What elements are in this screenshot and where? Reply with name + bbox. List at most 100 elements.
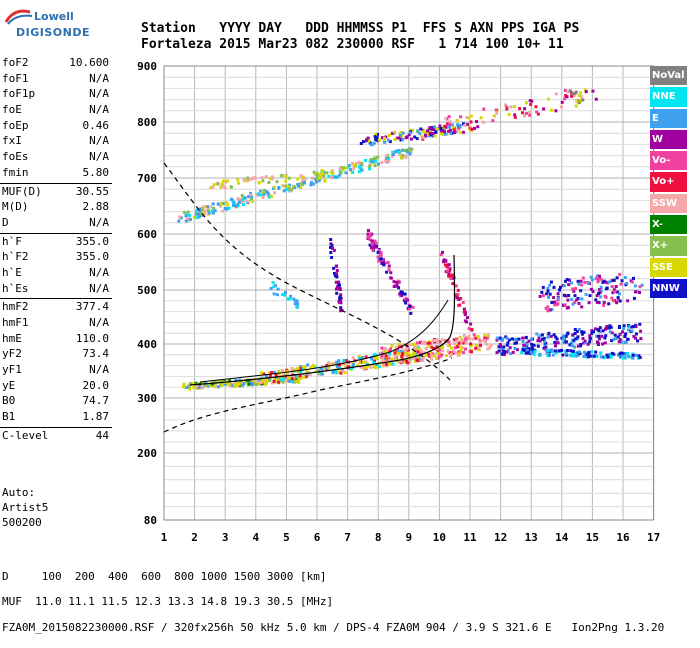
- echo-point: [548, 292, 552, 296]
- echo-point: [597, 292, 600, 296]
- echo-point: [502, 345, 506, 349]
- echo-point: [586, 355, 590, 359]
- echo-point: [198, 212, 202, 216]
- echo-point: [459, 297, 462, 300]
- x-tick-label: 17: [647, 531, 660, 544]
- echo-point: [451, 276, 455, 280]
- echo-point: [226, 203, 230, 207]
- echo-point: [590, 331, 594, 335]
- echo-point: [231, 200, 235, 204]
- echo-point: [373, 356, 377, 360]
- param-label: fxI: [2, 134, 22, 148]
- echo-point: [573, 300, 577, 304]
- echo-point: [401, 350, 405, 354]
- echo-point: [404, 155, 408, 159]
- echo-point: [421, 129, 425, 133]
- echo-point: [455, 128, 459, 132]
- echo-point: [598, 274, 601, 278]
- echo-point: [618, 332, 622, 336]
- echo-point: [412, 346, 416, 350]
- echo-point: [574, 354, 578, 358]
- echo-point: [448, 122, 451, 126]
- echo-point: [624, 340, 628, 344]
- echo-point: [545, 351, 549, 355]
- x-tick-label: 11: [463, 531, 477, 544]
- y-tick-label: 300: [137, 392, 157, 405]
- echo-point: [249, 193, 253, 197]
- echo-point: [411, 305, 415, 309]
- echo-point: [546, 287, 550, 290]
- echo-point: [435, 347, 439, 351]
- echo-point: [250, 383, 254, 387]
- echo-point: [312, 170, 316, 174]
- echo-point: [286, 185, 290, 188]
- echo-point: [553, 303, 557, 307]
- echo-point: [200, 381, 204, 385]
- echo-point: [527, 339, 531, 343]
- echo-point: [556, 292, 560, 296]
- echo-point: [295, 299, 299, 303]
- echo-point: [237, 381, 241, 384]
- echo-point: [398, 133, 402, 137]
- echo-point: [207, 384, 210, 388]
- echo-point: [450, 123, 454, 127]
- echo-point: [333, 271, 336, 275]
- echo-point: [330, 256, 334, 259]
- echo-point: [457, 298, 461, 301]
- param-row: foEs N/A: [0, 150, 112, 166]
- echo-point: [565, 349, 569, 352]
- echo-point: [633, 284, 637, 288]
- echo-point: [301, 175, 305, 179]
- echo-point: [533, 349, 537, 353]
- echo-point: [342, 166, 346, 170]
- echo-point: [588, 354, 592, 358]
- echo-point: [290, 188, 294, 192]
- param-label: h`E: [2, 265, 22, 279]
- echo-point: [441, 349, 445, 353]
- echo-point: [296, 302, 300, 306]
- echo-point: [551, 353, 555, 357]
- param-value: N/A: [89, 316, 109, 329]
- echo-point: [498, 343, 502, 347]
- echo-point: [524, 111, 528, 115]
- echo-point: [638, 356, 642, 359]
- echo-point: [373, 164, 377, 168]
- legend-item: NNE: [650, 87, 687, 107]
- echo-point: [613, 333, 617, 337]
- echo-point: [634, 290, 637, 294]
- param-row: foF1p N/A: [0, 87, 112, 103]
- param-row: D N/A: [0, 216, 112, 232]
- x-tick-label: 14: [555, 531, 569, 544]
- echo-point: [351, 363, 355, 367]
- echo-point: [223, 382, 227, 386]
- echo-point: [403, 348, 407, 352]
- echo-point: [476, 335, 480, 338]
- echo-point: [470, 350, 473, 354]
- echo-point: [604, 327, 608, 331]
- echo-point: [186, 216, 189, 220]
- echo-point: [594, 277, 598, 281]
- autoscaling-info: Auto: Artist5 500200: [2, 485, 48, 530]
- echo-point: [195, 383, 199, 387]
- echo-point: [439, 132, 443, 136]
- echo-point: [431, 132, 435, 135]
- echo-point: [509, 352, 513, 356]
- echo-point: [262, 372, 266, 376]
- echo-point: [372, 365, 376, 369]
- echo-point: [219, 202, 223, 206]
- echo-point: [439, 253, 443, 257]
- echo-point: [525, 349, 529, 353]
- echo-point: [503, 350, 506, 354]
- param-value: N/A: [89, 134, 109, 148]
- echo-point: [368, 164, 372, 168]
- echo-point: [618, 324, 621, 328]
- echo-point: [452, 126, 456, 130]
- echo-point: [372, 353, 376, 357]
- echo-point: [368, 159, 372, 163]
- echo-point: [368, 141, 372, 145]
- echo-point: [564, 334, 568, 338]
- auto-label: Auto:: [2, 486, 36, 499]
- x-tick-label: 1: [161, 531, 168, 544]
- echo-point: [277, 372, 281, 376]
- echo-point: [275, 379, 279, 382]
